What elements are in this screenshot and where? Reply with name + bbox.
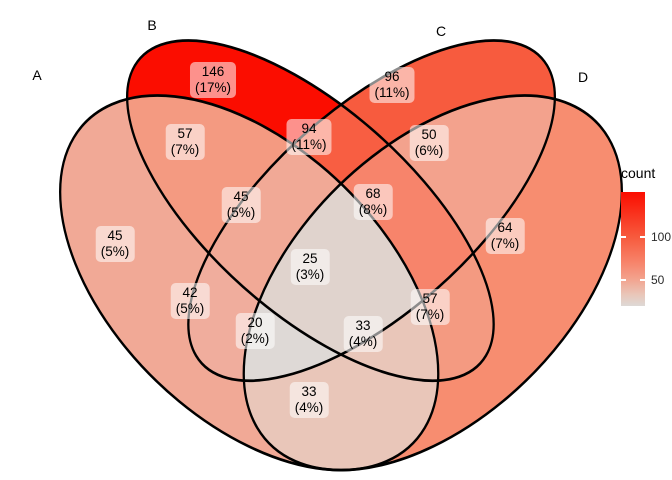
region-count: 33 (301, 384, 317, 399)
region-label-ABC: 45 (5%) (221, 187, 261, 223)
legend: count 100 50 (615, 165, 672, 325)
set-label-D: D (577, 69, 589, 85)
legend-tick-mark (640, 236, 645, 238)
region-percent: (5%) (100, 243, 130, 259)
region-percent: (4%) (348, 333, 378, 349)
region-label-AD: 33 (4%) (289, 382, 329, 418)
set-outline-B (125, 39, 495, 383)
region-count: 64 (497, 220, 513, 235)
region-label-B: 146 (17%) (189, 62, 237, 98)
region-count: 50 (421, 127, 437, 142)
legend-tick-label: 50 (651, 273, 665, 287)
region-label-AC: 42 (5%) (170, 283, 210, 319)
region-count: 33 (355, 318, 371, 333)
set-outline-D (242, 94, 623, 472)
region-count: 146 (201, 64, 225, 79)
region-label-ABD: 33 (4%) (343, 316, 383, 352)
region-label-BD: 57 (7%) (410, 289, 450, 325)
region-percent: (6%) (414, 142, 444, 158)
region-count: 20 (247, 315, 263, 330)
region-percent: (7%) (490, 235, 520, 251)
region-label-ACD: 20 (2%) (235, 313, 275, 349)
region-percent: (7%) (170, 141, 200, 157)
region-count: 25 (302, 251, 318, 266)
region-count: 96 (384, 69, 400, 84)
region-percent: (3%) (295, 266, 325, 282)
region-percent: (4%) (294, 399, 324, 415)
region-label-AB: 57 (7%) (165, 124, 205, 160)
region-label-ABCD: 25 (3%) (290, 249, 330, 285)
legend-tick-mark (621, 279, 626, 281)
region-percent: (11%) (291, 136, 327, 152)
region-label-D: 64 (7%) (485, 218, 525, 254)
region-count: 94 (301, 121, 317, 136)
set-outline-A (59, 94, 440, 472)
set-label-C: C (435, 23, 447, 39)
region-percent: (2%) (240, 330, 270, 346)
region-count: 45 (233, 189, 249, 204)
region-label-CD: 50 (6%) (409, 125, 449, 161)
region-percent: (7%) (415, 306, 445, 322)
region-label-A: 45 (5%) (95, 226, 135, 262)
legend-title: count (621, 165, 656, 181)
region-count: 57 (422, 291, 438, 306)
legend-tick-label: 100 (651, 230, 672, 245)
region-percent: (5%) (226, 204, 256, 220)
legend-gradient-bar (621, 192, 645, 306)
region-label-C: 96 (11%) (369, 67, 415, 103)
region-count: 68 (365, 186, 381, 201)
region-percent: (17%) (194, 79, 232, 95)
region-label-BCD: 68 (8%) (353, 184, 393, 220)
region-count: 45 (107, 228, 123, 243)
legend-tick-mark (640, 279, 645, 281)
region-count: 42 (182, 285, 198, 300)
region-percent: (11%) (374, 84, 410, 100)
region-label-BC: 94 (11%) (286, 119, 332, 155)
region-count: 57 (177, 126, 193, 141)
set-label-B: B (147, 17, 157, 33)
set-label-A: A (32, 67, 42, 83)
region-percent: (5%) (175, 300, 205, 316)
legend-tick-mark (621, 236, 626, 238)
region-percent: (8%) (358, 201, 388, 217)
